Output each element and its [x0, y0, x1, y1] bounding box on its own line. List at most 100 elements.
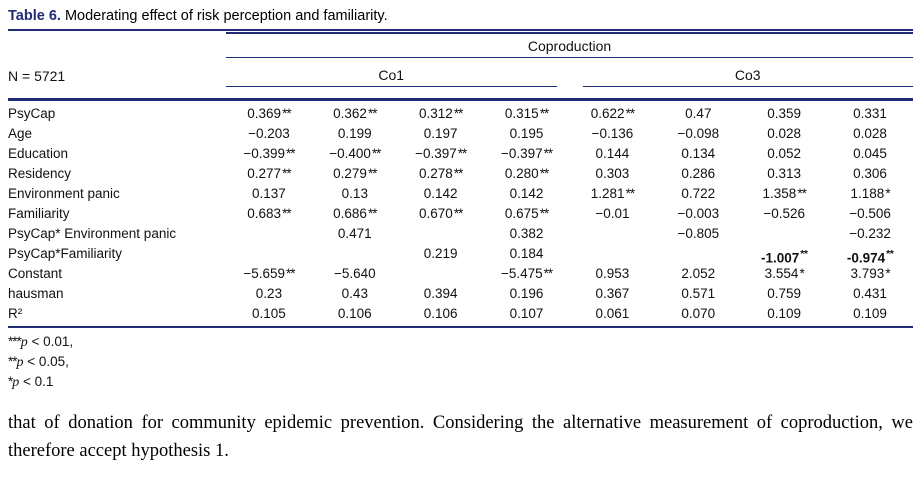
table-cell: 0.219	[423, 245, 458, 261]
significance-stars: **	[625, 185, 635, 201]
table-cell	[226, 224, 312, 244]
table-cell: 0.13	[341, 185, 368, 201]
significance-stars: **	[543, 145, 553, 161]
table-cell	[398, 224, 484, 244]
significance-stars: **	[453, 205, 463, 221]
table-cell: 3.793*	[850, 265, 891, 281]
table-cell: 0.670**	[419, 205, 463, 221]
significance-stars: **	[282, 165, 291, 181]
row-label: hausman	[8, 285, 64, 301]
table-header-right: Coproduction Co1 Co3	[226, 32, 913, 87]
table-body: PsyCap 0.369** 0.362** 0.312** 0.315** 0.622*…	[8, 101, 913, 324]
table-cell: 0.137	[252, 185, 286, 201]
table-cell: 0.306	[853, 165, 887, 181]
table-cell: 0.107	[509, 305, 544, 321]
table-cell: 0.362**	[333, 105, 377, 121]
table-caption-label: Table 6.	[8, 8, 61, 24]
table-cell: 0.028	[853, 125, 887, 141]
table-cell: −0.400**	[329, 145, 381, 161]
table-cell: −5.640	[333, 265, 376, 281]
column-spanner-coproduction: Coproduction	[226, 32, 913, 58]
table-cell: 0.382	[509, 225, 544, 241]
table-cell: 0.045	[853, 145, 887, 161]
significance-stars: **	[286, 145, 295, 161]
table-cell: −0.506	[849, 205, 891, 221]
table-cell: 1.188*	[850, 185, 891, 201]
table-row: hausman 0.23 0.43 0.394 0.196 0.367 0.571 0.759…	[8, 284, 913, 304]
table-caption-text: Moderating effect of risk perception and…	[64, 8, 388, 24]
footnote-line: **p < 0.05,	[8, 354, 69, 370]
table-cell: 0.571	[681, 285, 716, 301]
row-label: PsyCap* Environment panic	[8, 225, 177, 241]
table-cell: 0.184	[509, 245, 544, 261]
significance-stars: **	[367, 165, 377, 181]
table-cell: 0.142	[423, 185, 458, 201]
table-cell: −5.475**	[500, 265, 553, 281]
table-cell: 0.686**	[333, 205, 377, 221]
significance-stars: **	[371, 145, 381, 161]
significance-stars: *	[799, 265, 804, 281]
table-cell: 0.070	[681, 305, 716, 321]
table-row: R² 0.105 0.106 0.106 0.107 0.061 0.070 0.109 0.1…	[8, 304, 913, 324]
row-label: PsyCap	[8, 105, 56, 121]
table-cell: 0.312**	[419, 105, 463, 121]
table-cell: 0.277**	[247, 165, 291, 181]
sample-size-label: N = 5721	[8, 68, 66, 84]
table-row: Residency 0.277** 0.279** 0.278** 0.280** 0.3…	[8, 164, 913, 184]
table-cell: −0.399**	[243, 145, 295, 161]
footnote-line: *p < 0.1	[8, 374, 54, 390]
table-cell: 0.622**	[590, 105, 635, 121]
table-row: Familiarity 0.683** 0.686** 0.670** 0.675** −…	[8, 204, 913, 224]
table-cell: 0.359	[767, 105, 802, 121]
table-caption: Table 6. Moderating effect of risk perce…	[8, 6, 913, 31]
table-cell: 0.953	[595, 265, 630, 281]
table-rule-top	[8, 98, 913, 101]
table-cell: 0.471	[337, 225, 372, 241]
row-label: Residency	[8, 165, 72, 181]
table-cell: 0.43	[341, 285, 368, 301]
table-cell: 0.142	[509, 185, 544, 201]
table-row: PsyCap* Environment panic 0.471 0.382 −0.80…	[8, 224, 913, 244]
column-groups: Co1 Co3	[226, 58, 913, 87]
table-cell: 0.23	[255, 285, 283, 301]
significance-stars: **	[453, 105, 463, 121]
column-group-co1: Co1	[226, 67, 557, 87]
table-cell: 0.286	[681, 165, 716, 181]
significance-stars: **	[282, 205, 291, 221]
table-cell: 0.052	[767, 145, 802, 161]
table-cell: 0.331	[853, 105, 887, 121]
table-cell: 0.315**	[504, 105, 549, 121]
table-cell: 0.144	[595, 145, 630, 161]
significance-stars: **	[800, 247, 808, 260]
table-row: Constant −5.659** −5.640 −5.475** 0.953 2.052…	[8, 264, 913, 284]
table-cell: 0.675**	[504, 205, 549, 221]
table-cell	[741, 224, 827, 244]
table-cell: 0.367	[595, 285, 630, 301]
significance-stars: **	[543, 265, 553, 281]
significance-stars: **	[886, 247, 894, 260]
table-cell: 1.358**	[762, 185, 807, 201]
table-cell: −0.805	[677, 225, 720, 241]
significance-stars: **	[797, 185, 806, 201]
table-row: Environment panic 0.137 0.13 0.142 0.142 1.28…	[8, 184, 913, 204]
table-cell: 0.061	[595, 305, 630, 321]
significance-stars: **	[457, 145, 467, 161]
table-cell: 0.028	[767, 125, 802, 141]
table-cell: 0.134	[681, 145, 716, 161]
significance-stars: **	[539, 205, 549, 221]
table-cell: −0.397**	[415, 145, 467, 161]
table-cell: -0.974**	[846, 247, 894, 266]
significance-stars: **	[367, 105, 377, 121]
table-cell: 0.683**	[247, 205, 291, 221]
table-cell: 0.109	[767, 305, 802, 321]
table-cell: 2.052	[681, 265, 716, 281]
significance-stars: **	[539, 165, 549, 181]
row-label: Education	[8, 145, 69, 161]
footnote-line: ***p < 0.01,	[8, 334, 74, 350]
table-cell: 0.105	[252, 305, 286, 321]
significance-stars: *	[885, 265, 890, 281]
table-cell: 0.722	[681, 185, 716, 201]
table-row: PsyCap 0.369** 0.362** 0.312** 0.315** 0.622*…	[8, 104, 913, 124]
table-header: N = 5721 Coproduction Co1 Co3	[8, 32, 913, 87]
table-cell: −0.003	[677, 205, 720, 221]
